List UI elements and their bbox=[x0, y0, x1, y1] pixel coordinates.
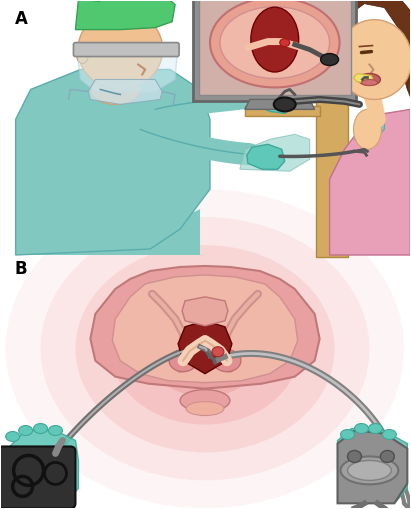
Polygon shape bbox=[407, 60, 411, 99]
Ellipse shape bbox=[381, 450, 395, 463]
Ellipse shape bbox=[6, 189, 404, 508]
Ellipse shape bbox=[41, 217, 369, 480]
Polygon shape bbox=[90, 266, 320, 389]
Ellipse shape bbox=[18, 426, 32, 436]
Ellipse shape bbox=[180, 389, 230, 412]
Ellipse shape bbox=[337, 20, 411, 99]
FancyBboxPatch shape bbox=[1, 255, 410, 508]
Polygon shape bbox=[240, 134, 309, 171]
Ellipse shape bbox=[210, 0, 339, 88]
Polygon shape bbox=[337, 0, 411, 90]
FancyBboxPatch shape bbox=[316, 98, 348, 257]
Ellipse shape bbox=[355, 423, 368, 434]
Ellipse shape bbox=[251, 7, 299, 72]
Text: B: B bbox=[15, 260, 27, 278]
Ellipse shape bbox=[34, 423, 48, 434]
Polygon shape bbox=[247, 145, 285, 169]
Ellipse shape bbox=[274, 97, 296, 111]
FancyBboxPatch shape bbox=[74, 43, 179, 56]
Polygon shape bbox=[112, 275, 298, 383]
Ellipse shape bbox=[6, 432, 20, 441]
FancyBboxPatch shape bbox=[1, 1, 410, 255]
Ellipse shape bbox=[358, 73, 381, 86]
Ellipse shape bbox=[186, 402, 224, 415]
Polygon shape bbox=[16, 70, 210, 255]
Ellipse shape bbox=[341, 430, 355, 439]
Ellipse shape bbox=[169, 350, 197, 372]
Ellipse shape bbox=[213, 350, 241, 372]
Ellipse shape bbox=[78, 10, 163, 90]
Ellipse shape bbox=[76, 46, 88, 64]
Polygon shape bbox=[88, 79, 162, 104]
FancyBboxPatch shape bbox=[199, 0, 351, 95]
FancyBboxPatch shape bbox=[193, 0, 356, 101]
Ellipse shape bbox=[353, 109, 381, 149]
Ellipse shape bbox=[280, 39, 290, 46]
Ellipse shape bbox=[110, 273, 300, 425]
Polygon shape bbox=[330, 109, 410, 255]
Polygon shape bbox=[353, 73, 374, 84]
Polygon shape bbox=[255, 90, 292, 114]
Ellipse shape bbox=[361, 79, 377, 86]
Ellipse shape bbox=[145, 301, 265, 397]
Polygon shape bbox=[337, 429, 407, 503]
FancyBboxPatch shape bbox=[245, 106, 320, 117]
Ellipse shape bbox=[348, 461, 391, 480]
Polygon shape bbox=[182, 297, 228, 326]
Ellipse shape bbox=[48, 426, 62, 436]
Ellipse shape bbox=[348, 450, 361, 463]
Ellipse shape bbox=[220, 7, 330, 78]
Polygon shape bbox=[77, 54, 177, 92]
Ellipse shape bbox=[212, 347, 224, 357]
Polygon shape bbox=[6, 431, 79, 503]
Polygon shape bbox=[245, 99, 315, 109]
Ellipse shape bbox=[90, 74, 140, 104]
Polygon shape bbox=[337, 431, 407, 503]
FancyBboxPatch shape bbox=[0, 446, 76, 508]
Polygon shape bbox=[355, 120, 384, 147]
Ellipse shape bbox=[382, 430, 396, 439]
Ellipse shape bbox=[321, 53, 339, 66]
Polygon shape bbox=[178, 321, 232, 374]
Ellipse shape bbox=[341, 457, 398, 485]
Ellipse shape bbox=[76, 245, 335, 453]
Polygon shape bbox=[16, 209, 200, 255]
Polygon shape bbox=[76, 0, 175, 30]
Text: A: A bbox=[15, 10, 28, 27]
Ellipse shape bbox=[368, 423, 382, 434]
